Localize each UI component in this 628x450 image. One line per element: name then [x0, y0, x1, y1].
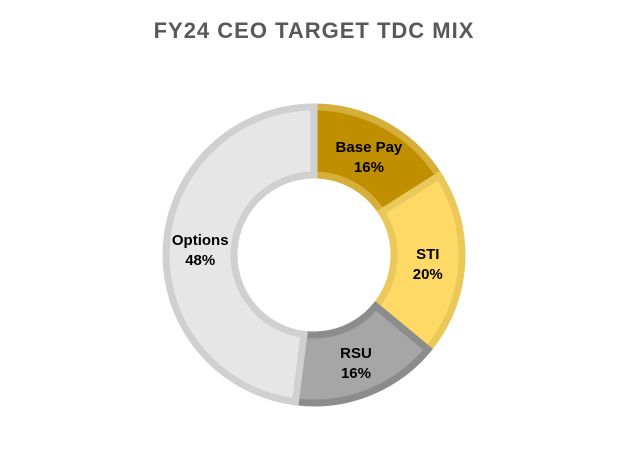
chart-title: FY24 CEO TARGET TDC MIX — [153, 18, 475, 43]
donut-labels: Base Pay 16% STI 20% RSU 16% Options 48% — [172, 139, 443, 382]
slice-sti — [370, 170, 466, 355]
slice-label-sti: STI 20% — [413, 246, 443, 283]
slice-options — [162, 103, 318, 406]
slice-label-options: Options 48% — [172, 232, 229, 269]
slice-label-base-pay: Base Pay 16% — [336, 139, 403, 176]
donut-slices — [162, 103, 466, 407]
slice-label-rsu: RSU 16% — [340, 345, 372, 382]
